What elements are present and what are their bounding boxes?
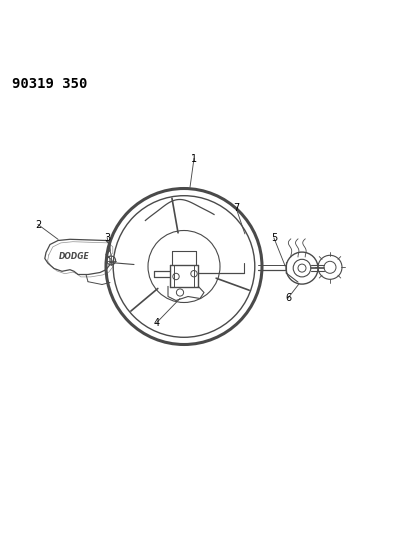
Text: 5: 5 bbox=[271, 233, 277, 243]
Text: 90319 350: 90319 350 bbox=[12, 77, 87, 91]
Text: 2: 2 bbox=[35, 220, 41, 230]
Text: 1: 1 bbox=[191, 154, 197, 164]
Text: 6: 6 bbox=[285, 293, 291, 303]
Text: DODGE: DODGE bbox=[59, 252, 89, 261]
Text: 3: 3 bbox=[104, 233, 110, 243]
Text: 7: 7 bbox=[233, 203, 239, 213]
Text: 4: 4 bbox=[154, 318, 160, 327]
